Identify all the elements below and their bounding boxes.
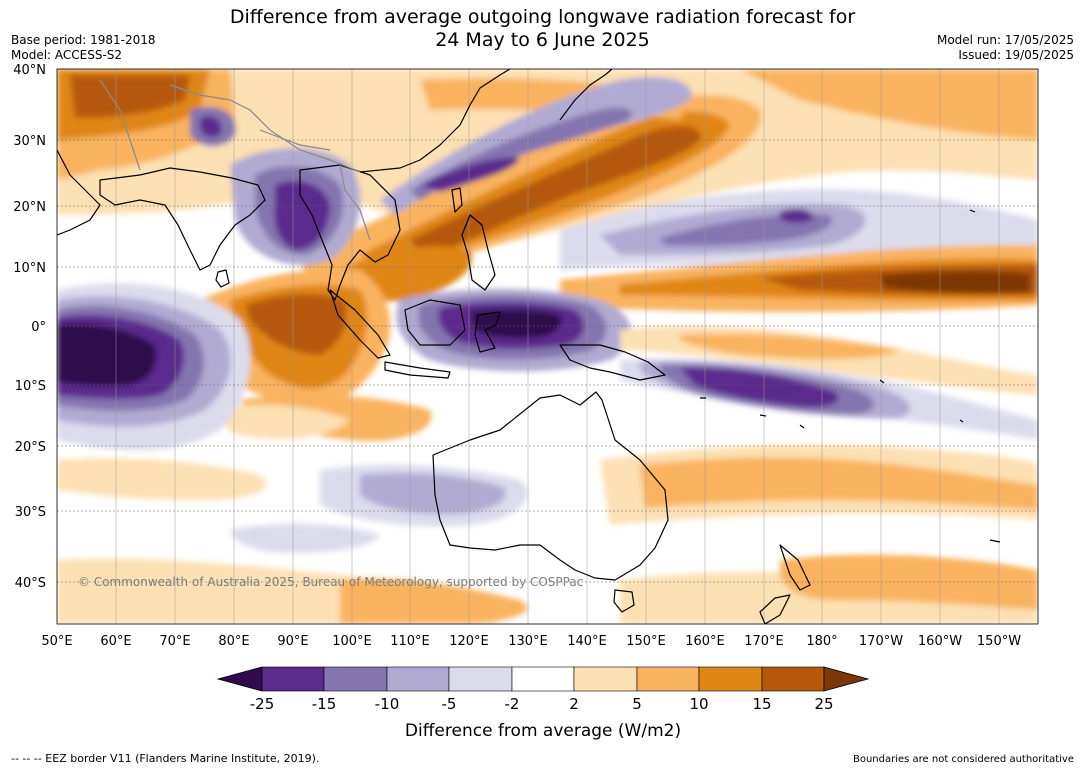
colorbar-segment — [573, 666, 638, 692]
lat-label: 20°N — [13, 200, 46, 215]
lon-gridlines — [115, 69, 1000, 624]
colorbar-tick-label: 2 — [569, 695, 579, 713]
lat-label: 40°N — [13, 63, 46, 78]
lat-label: 30°S — [15, 505, 46, 520]
coastlines — [57, 69, 1001, 624]
new-guinea-coastline — [559, 344, 666, 381]
colorbar-tick-label: 15 — [752, 695, 771, 713]
colorbar-tick-label: -25 — [250, 695, 275, 713]
lon-label: 60°E — [100, 634, 131, 649]
colorbar-arrow-low — [216, 666, 263, 692]
colorbar-segment — [386, 666, 450, 692]
colorbar-tick-label: -2 — [505, 695, 520, 713]
india-coastline — [99, 167, 266, 271]
lon-label: 100°E — [332, 634, 372, 649]
lon-label: 130°E — [508, 634, 548, 649]
lat-label: 10°N — [13, 261, 46, 276]
lon-label: 150°W — [977, 634, 1021, 649]
indochina-coastline — [299, 164, 401, 301]
colorbar-segment — [698, 666, 763, 692]
philippines-coastline — [461, 214, 496, 291]
arabia-coastline — [57, 149, 101, 236]
new-zealand-coastline — [759, 544, 811, 624]
lat-gridlines — [57, 69, 1038, 583]
java-coastline — [384, 361, 451, 379]
sri-lanka-coastline — [215, 269, 230, 288]
boundaries-disclaimer: Boundaries are not considered authoritat… — [852, 754, 1074, 765]
colorbar-legend — [216, 666, 870, 692]
colorbar-segment — [511, 666, 575, 692]
colorbar-segment — [261, 666, 325, 692]
lat-label: 20°S — [15, 440, 46, 455]
map-title-line1: Difference from average outgoing longwav… — [229, 6, 856, 28]
base-period-text: Base period: 1981-2018 — [11, 33, 156, 47]
lon-label: 70°E — [159, 634, 190, 649]
sumatra-coastline — [329, 289, 391, 359]
lon-label: 160°E — [685, 634, 725, 649]
lon-label: 90°E — [277, 634, 308, 649]
colorbar-segment — [761, 666, 825, 692]
colorbar-segment — [448, 666, 513, 692]
lon-label: 150°E — [626, 634, 666, 649]
colorbar-segment — [323, 666, 388, 692]
colorbar-tick-label: -5 — [442, 695, 457, 713]
eez-border-note: -- -- -- EEZ border V11 (Flanders Marine… — [11, 752, 320, 765]
sulawesi-coastline — [474, 311, 501, 353]
lon-label: 120°E — [449, 634, 489, 649]
lat-labels: 40°N 30°N 20°N 10°N 0° 10°S 20°S 30°S 40… — [13, 63, 46, 591]
lon-label: 170°W — [859, 634, 903, 649]
lon-label: 110°E — [390, 634, 430, 649]
colorbar-tick-label: -10 — [375, 695, 400, 713]
lon-label: 180° — [806, 634, 837, 649]
lat-label: 40°S — [15, 576, 46, 591]
tasmania-coastline — [613, 589, 635, 613]
colorbar-title: Difference from average (W/m2) — [405, 721, 681, 741]
lon-label: 170°E — [744, 634, 784, 649]
china-coastline — [359, 69, 511, 173]
map-frame — [56, 68, 1039, 625]
colorbar-tick-label: 25 — [814, 695, 833, 713]
model-run-text: Model run: 17/05/2025 — [936, 33, 1074, 47]
colorbar-arrow-high — [823, 666, 870, 692]
lat-label: 30°N — [13, 134, 46, 149]
colorbar-segment — [636, 666, 700, 692]
colorbar-tick-label: 10 — [689, 695, 708, 713]
lon-label: 160°W — [918, 634, 962, 649]
lon-label: 50°E — [41, 634, 72, 649]
copyright-text: © Commonwealth of Australia 2025, Bureau… — [78, 575, 583, 589]
issued-date-text: Issued: 19/05/2025 — [958, 48, 1074, 62]
borneo-coastline — [404, 299, 466, 346]
country-borders — [99, 79, 371, 241]
taiwan-coastline — [451, 187, 463, 213]
colorbar-tick-label: 5 — [632, 695, 642, 713]
lat-label: 0° — [31, 320, 46, 335]
australia-coastline — [432, 391, 669, 581]
anomaly-field: © Commonwealth of Australia 2025, Bureau… — [57, 69, 1038, 624]
lon-label: 140°E — [567, 634, 607, 649]
lat-label: 10°S — [15, 379, 46, 394]
colorbar-ticks: -25 -15 -10 -5 -2 2 5 10 15 25 — [250, 695, 834, 713]
lon-labels: 50°E 60°E 70°E 80°E 90°E 100°E 110°E 120… — [41, 634, 1021, 649]
lon-label: 80°E — [218, 634, 249, 649]
map-title-line2: 24 May to 6 June 2025 — [435, 29, 650, 51]
japan-coastline — [559, 69, 613, 121]
colorbar-tick-label: -15 — [312, 695, 337, 713]
model-name-text: Model: ACCESS-S2 — [11, 48, 123, 62]
